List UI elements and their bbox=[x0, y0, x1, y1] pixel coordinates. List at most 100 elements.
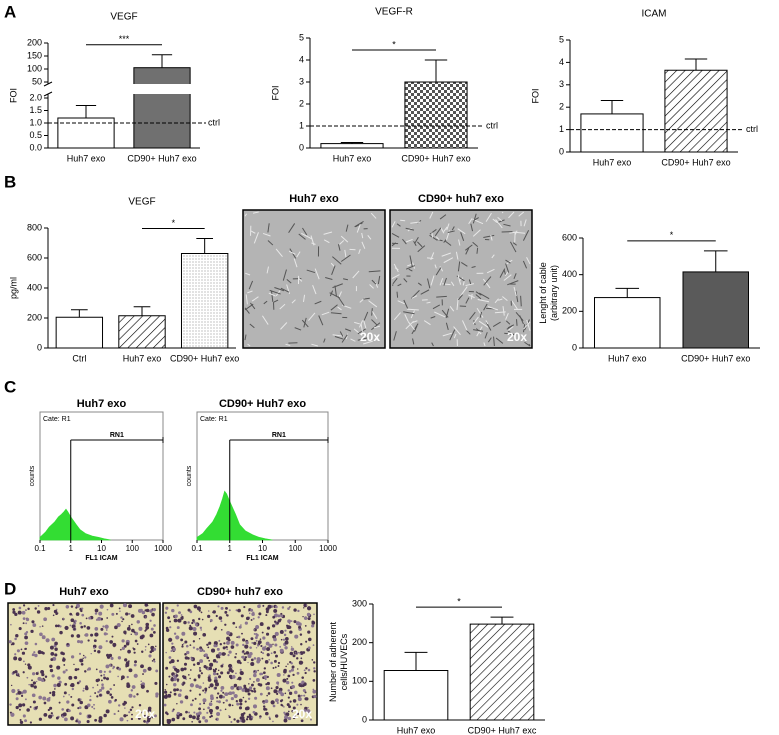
photo-texture bbox=[110, 656, 114, 660]
photo-texture bbox=[281, 606, 285, 609]
photo-texture bbox=[236, 659, 241, 664]
photo-texture bbox=[137, 608, 142, 613]
photo-texture bbox=[138, 626, 143, 631]
photo-texture bbox=[56, 612, 59, 614]
photo-texture bbox=[298, 660, 303, 665]
photo-texture bbox=[94, 692, 97, 695]
photo-texture bbox=[176, 626, 180, 630]
photo-texture bbox=[108, 670, 112, 673]
photo-texture bbox=[201, 618, 204, 621]
photo-texture bbox=[126, 626, 131, 631]
photo-texture bbox=[283, 718, 288, 723]
photo-texture bbox=[260, 644, 263, 648]
photo-texture bbox=[78, 680, 82, 683]
photo-texture bbox=[405, 265, 415, 270]
photo-texture bbox=[24, 719, 28, 723]
photo-texture bbox=[242, 696, 245, 699]
photo-texture bbox=[252, 211, 259, 214]
photo-texture bbox=[495, 337, 504, 344]
photo-texture bbox=[252, 611, 255, 614]
photo-texture bbox=[523, 219, 527, 227]
photo-texture bbox=[218, 639, 221, 642]
photo-texture bbox=[511, 300, 519, 310]
photo-texture bbox=[145, 714, 148, 717]
photo-texture bbox=[274, 631, 279, 636]
photo-texture bbox=[101, 683, 104, 686]
photo-texture bbox=[84, 686, 89, 691]
photo-texture bbox=[153, 660, 156, 663]
photo-texture bbox=[487, 306, 499, 311]
photo-texture bbox=[356, 224, 361, 233]
photo-texture bbox=[303, 607, 305, 609]
photo-texture bbox=[302, 688, 306, 693]
photo-texture bbox=[370, 212, 377, 219]
photo-texture bbox=[91, 705, 94, 708]
photo-texture bbox=[222, 663, 224, 666]
photo-texture bbox=[394, 267, 399, 271]
photo-texture bbox=[442, 283, 451, 286]
photo-texture bbox=[146, 689, 149, 693]
photo-texture bbox=[164, 611, 168, 614]
photo-texture bbox=[407, 228, 412, 232]
photo-texture bbox=[475, 294, 482, 300]
photo-title: Huh7 exo bbox=[59, 586, 109, 598]
photo-texture bbox=[90, 633, 94, 637]
y-tick-label: 2 bbox=[299, 98, 304, 108]
photo-texture bbox=[253, 689, 257, 693]
photo-texture bbox=[235, 626, 238, 628]
photo-texture bbox=[313, 694, 317, 699]
photo-texture bbox=[259, 716, 262, 719]
photo-texture bbox=[429, 234, 438, 241]
photo-texture bbox=[245, 651, 250, 655]
photo-texture bbox=[212, 672, 217, 676]
photo-texture bbox=[377, 275, 381, 285]
photo-texture bbox=[465, 244, 473, 251]
photo-texture bbox=[117, 710, 120, 712]
photo-texture bbox=[74, 668, 78, 672]
photo-texture bbox=[42, 651, 45, 655]
photo-texture bbox=[80, 609, 83, 613]
photo-texture bbox=[266, 266, 270, 274]
photo-texture bbox=[283, 674, 285, 676]
chart-title: VEGF bbox=[110, 12, 137, 23]
photo-texture bbox=[183, 667, 187, 671]
photo-texture bbox=[116, 623, 121, 628]
bar bbox=[664, 69, 728, 153]
photo-texture bbox=[251, 641, 254, 644]
photo-texture bbox=[231, 704, 234, 707]
photo-texture bbox=[268, 716, 271, 719]
photo-texture bbox=[244, 700, 247, 703]
photo-texture bbox=[24, 647, 27, 650]
photo-texture bbox=[288, 622, 291, 625]
photo-texture bbox=[69, 612, 73, 616]
y-tick-label: 2.0 bbox=[29, 92, 42, 102]
photo-texture bbox=[85, 617, 88, 620]
photo-texture bbox=[262, 604, 265, 607]
bar bbox=[594, 297, 661, 349]
photo-texture bbox=[237, 635, 241, 639]
photo-texture bbox=[192, 619, 195, 622]
photo-background bbox=[7, 602, 161, 726]
photo-texture bbox=[245, 688, 250, 693]
photo-texture bbox=[57, 676, 61, 680]
photo-texture bbox=[41, 678, 45, 682]
photo-texture bbox=[238, 686, 243, 690]
photo-texture bbox=[129, 708, 133, 712]
y-tick-label: 0.0 bbox=[29, 142, 42, 152]
photo-texture bbox=[226, 630, 231, 636]
photo-texture bbox=[32, 672, 36, 676]
photo-texture bbox=[310, 718, 312, 721]
photo-texture bbox=[94, 612, 98, 615]
photo-texture bbox=[429, 229, 437, 235]
photo-texture bbox=[277, 619, 282, 623]
photo-texture bbox=[264, 699, 269, 704]
photo-texture bbox=[230, 645, 235, 649]
photo-texture bbox=[256, 644, 260, 647]
photo-texture bbox=[73, 621, 75, 623]
photo-texture bbox=[343, 278, 348, 281]
photo-texture bbox=[240, 716, 245, 720]
photo-texture bbox=[417, 245, 426, 253]
chart-title: VEGF bbox=[128, 197, 155, 208]
significance-label: * bbox=[457, 597, 461, 607]
